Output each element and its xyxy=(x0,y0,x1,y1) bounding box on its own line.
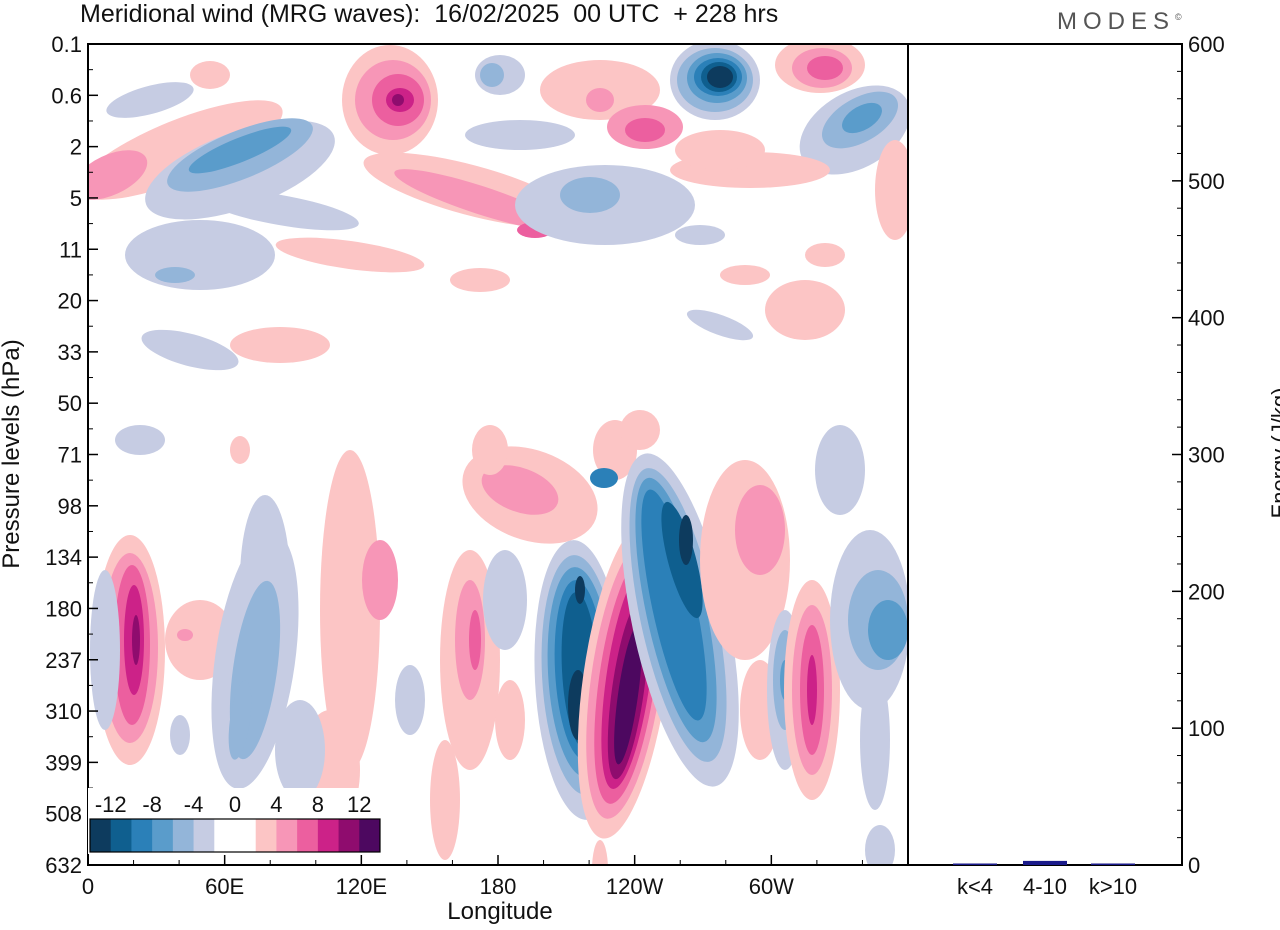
colorbar-label: -12 xyxy=(95,792,127,817)
pressure-tick-label: 399 xyxy=(45,750,82,775)
colorbar-swatch xyxy=(255,819,277,852)
pressure-tick-label: 20 xyxy=(58,289,82,314)
colorbar-frame xyxy=(89,818,381,853)
colorbar-swatch xyxy=(90,819,112,852)
pressure-tick-label: 310 xyxy=(45,699,82,724)
colorbar-swatch xyxy=(193,819,215,852)
pressure-tick-label: 632 xyxy=(45,853,82,878)
colorbar-label: 8 xyxy=(312,792,324,817)
longitude-tick-label: 60E xyxy=(205,874,244,899)
pressure-tick-label: 33 xyxy=(58,340,82,365)
lower-level-contours xyxy=(90,410,908,865)
colorbar-label: 12 xyxy=(347,792,371,817)
pressure-tick-label: 71 xyxy=(58,443,82,468)
energy-tick-label: 600 xyxy=(1188,32,1225,57)
colorbar-swatch xyxy=(235,819,257,852)
pressure-tick-marks xyxy=(88,43,98,866)
colorbar-label: -4 xyxy=(184,792,204,817)
longitude-tick-marks xyxy=(87,855,909,865)
longitude-tick-label: 120E xyxy=(336,874,387,899)
colorbar-labels: -12 -8 -4 0 4 8 12 xyxy=(88,788,382,818)
pressure-tick-label: 5 xyxy=(70,186,82,211)
pressure-tick-label: 0.1 xyxy=(51,32,82,57)
energy-tick-labels: 0 100 200 300 400 500 600 xyxy=(1188,32,1225,878)
energy-tick-label: 300 xyxy=(1188,443,1225,468)
colorbar-swatch xyxy=(317,819,340,852)
colorbar-label-background xyxy=(88,788,382,818)
colorbar-swatch xyxy=(359,819,381,852)
upper-level-contours xyxy=(88,44,908,371)
modes-logo: MODES© xyxy=(1057,8,1182,36)
colorbar-swatch xyxy=(131,819,153,852)
energy-category-labels: k<4 4-10 k>10 xyxy=(957,874,1137,899)
pressure-tick-label: 0.6 xyxy=(51,83,82,108)
energy-category-label: k>10 xyxy=(1089,874,1137,899)
colorbar-label: -8 xyxy=(142,792,162,817)
colorbar-swatch xyxy=(276,819,298,852)
energy-category-label: k<4 xyxy=(957,874,993,899)
logo-mark: © xyxy=(1175,12,1182,22)
colorbar-swatch xyxy=(214,819,236,852)
energy-tick-label: 100 xyxy=(1188,716,1225,741)
chart-title: Meridional wind (MRG waves): 16/02/2025 … xyxy=(80,0,779,28)
pressure-tick-label: 50 xyxy=(58,391,82,416)
energy-bar xyxy=(1091,863,1135,865)
colorbar xyxy=(88,817,382,854)
colorbar-swatch xyxy=(338,819,360,852)
pressure-tick-label: 508 xyxy=(45,802,82,827)
pressure-tick-label: 2 xyxy=(70,135,82,160)
longitude-tick-label: 60W xyxy=(749,874,794,899)
longitude-tick-label: 180 xyxy=(480,874,517,899)
energy-tick-label: 200 xyxy=(1188,579,1225,604)
colorbar-swatch xyxy=(152,819,174,852)
pressure-tick-label: 180 xyxy=(45,596,82,621)
pressure-tick-label: 11 xyxy=(59,237,82,262)
colorbar-swatch xyxy=(297,819,319,852)
x-axis-label: Longitude xyxy=(447,898,553,925)
energy-tick-label: 0 xyxy=(1188,853,1200,878)
longitude-tick-labels: 0 60E 120E 180 120W 60W xyxy=(82,874,794,899)
energy-tick-label: 400 xyxy=(1188,306,1225,331)
colorbar-swatch xyxy=(172,819,195,852)
energy-plot-frame xyxy=(907,43,1183,866)
longitude-tick-label: 120W xyxy=(606,874,664,899)
pressure-tick-label: 134 xyxy=(45,545,82,570)
pressure-tick-label: 237 xyxy=(45,648,82,673)
colorbar-label: 4 xyxy=(270,792,282,817)
logo-text: MODES xyxy=(1057,8,1176,35)
longitude-tick-label: 0 xyxy=(82,874,94,899)
energy-tick-marks xyxy=(1172,43,1182,866)
energy-category-label: 4-10 xyxy=(1023,874,1067,899)
colorbar-label: 0 xyxy=(229,792,241,817)
energy-tick-label: 500 xyxy=(1188,169,1225,194)
energy-bars xyxy=(953,860,1135,865)
energy-bar xyxy=(953,863,997,865)
energy-bar xyxy=(1023,860,1067,865)
pressure-tick-label: 98 xyxy=(58,494,82,519)
pressure-tick-labels: 0.1 0.6 2 5 11 20 33 50 71 98 134 180 237 310 399 508 63… xyxy=(45,32,82,878)
colorbar-swatch xyxy=(110,819,132,852)
contour-field xyxy=(88,44,908,865)
